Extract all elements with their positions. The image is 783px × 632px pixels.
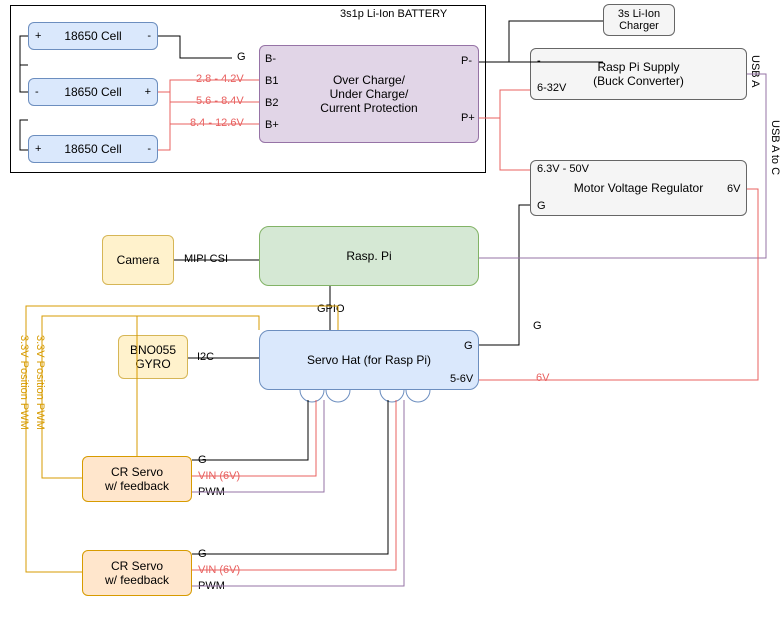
rasppi-label: Rasp. Pi (346, 249, 391, 263)
6v-label: 6V (536, 372, 549, 384)
motor-g-label: G (537, 200, 546, 212)
prot-p-minus: P- (461, 55, 472, 67)
servo1-g: G (198, 454, 207, 466)
protection-label: Over Charge/ Under Charge/ Current Prote… (320, 73, 417, 115)
protection-block: Over Charge/ Under Charge/ Current Prote… (259, 45, 479, 143)
rasppi-supply-label: Rasp Pi Supply (Buck Converter) (593, 60, 684, 88)
charger-block: 3s Li-Ion Charger (603, 4, 675, 36)
pos-pwm1: 3.3V Position PWM (34, 335, 46, 430)
motor-reg-label: Motor Voltage Regulator (574, 181, 703, 195)
cell3-plus: + (35, 143, 41, 155)
charger-label: 3s Li-Ion Charger (618, 8, 660, 32)
mipi-label: MIPI CSI (184, 253, 228, 265)
g-label-midright: G (533, 320, 542, 332)
prot-p-plus: P+ (461, 112, 475, 124)
rasppi-block: Rasp. Pi (259, 226, 479, 286)
prot-b-minus: B- (265, 53, 276, 65)
prot-b-plus: B+ (265, 119, 279, 131)
servo1-pwm: PWM (198, 486, 225, 498)
battery-group-label: 3s1p Li-Ion BATTERY (340, 8, 447, 20)
usb-cable-label: USB A to C (769, 120, 781, 175)
servohat-vin: 5-6V (450, 373, 473, 385)
cell1-label: 18650 Cell (64, 29, 121, 43)
i2c-label: I2C (197, 351, 214, 363)
cell2-minus: - (35, 86, 39, 98)
cell3-label: 18650 Cell (64, 142, 121, 156)
cell3-minus: - (147, 143, 151, 155)
gpio-label: GPIO (317, 303, 345, 315)
v1-label: 2.8 - 4.2V (196, 73, 244, 85)
cell1-minus: - (147, 30, 151, 42)
v2-label: 5.6 - 8.4V (196, 95, 244, 107)
servo1-vin: VIN (6V) (198, 470, 240, 482)
cell2-label: 18650 Cell (64, 85, 121, 99)
motor-vout-label: 6V (727, 183, 740, 195)
servo2-vin: VIN (6V) (198, 564, 240, 576)
servohat-label: Servo Hat (for Rasp Pi) (307, 353, 431, 367)
servohat-block: Servo Hat (for Rasp Pi) (259, 330, 479, 390)
prot-b1: B1 (265, 75, 278, 87)
prot-g: G (237, 51, 246, 63)
v3-label: 8.4 - 12.6V (190, 117, 244, 129)
prot-b2: B2 (265, 97, 278, 109)
pos-pwm2: 3.3V Position PWM (18, 335, 30, 430)
servohat-g: G (464, 340, 473, 352)
gyro-label: BNO055 GYRO (130, 343, 176, 371)
servo2-block: CR Servo w/ feedback (82, 550, 192, 596)
supply-vin: 6-32V (537, 82, 566, 94)
cell-2: - 18650 Cell + (28, 78, 158, 106)
cell-3: + 18650 Cell - (28, 135, 158, 163)
servo2-pwm: PWM (198, 580, 225, 592)
supply-usb-a: USB A (749, 55, 761, 87)
gyro-block: BNO055 GYRO (118, 335, 188, 379)
supply-minus: - (537, 55, 541, 67)
servo1-block: CR Servo w/ feedback (82, 456, 192, 502)
camera-block: Camera (102, 235, 174, 285)
cell2-plus: + (145, 86, 151, 98)
camera-label: Camera (117, 253, 160, 267)
motor-vin-label: 6.3V - 50V (537, 163, 589, 175)
servo2-label: CR Servo w/ feedback (105, 559, 169, 587)
servo2-g: G (198, 548, 207, 560)
cell1-plus: + (35, 30, 41, 42)
cell-1: + 18650 Cell - (28, 22, 158, 50)
servo1-label: CR Servo w/ feedback (105, 465, 169, 493)
